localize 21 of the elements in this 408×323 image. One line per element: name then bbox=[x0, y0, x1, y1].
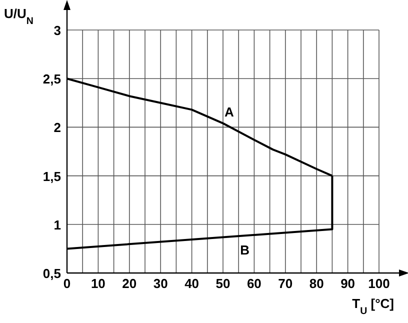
y-tick-label: 0,5 bbox=[42, 266, 61, 281]
series-label: B bbox=[240, 242, 250, 258]
x-tick-label: 30 bbox=[153, 276, 168, 291]
x-tick-label: 40 bbox=[184, 276, 200, 291]
y-tick-label: 1,5 bbox=[42, 168, 61, 184]
y-tick-label: 2 bbox=[54, 120, 61, 136]
x-tick-label: 20 bbox=[122, 276, 137, 291]
y-tick-label: 3 bbox=[54, 23, 61, 38]
x-tick-label: 90 bbox=[340, 276, 356, 291]
x-axis-title: T$_{U}$ [°C] bbox=[352, 296, 394, 316]
x-tick-label: 70 bbox=[278, 276, 293, 291]
x-tick-label: 0 bbox=[63, 276, 71, 291]
x-tick-label: 60 bbox=[246, 276, 262, 291]
x-tick-label: 50 bbox=[216, 276, 230, 291]
y-tick-label: 2,5 bbox=[42, 72, 61, 87]
x-tick-label: 10 bbox=[90, 276, 106, 291]
y-tick-label: 1 bbox=[54, 217, 61, 232]
series-label: A bbox=[224, 104, 235, 120]
x-tick-label: 100 bbox=[368, 276, 390, 291]
y-axis-title: U/U$_{N}$ bbox=[4, 6, 34, 26]
x-tick-label: 80 bbox=[309, 276, 324, 291]
